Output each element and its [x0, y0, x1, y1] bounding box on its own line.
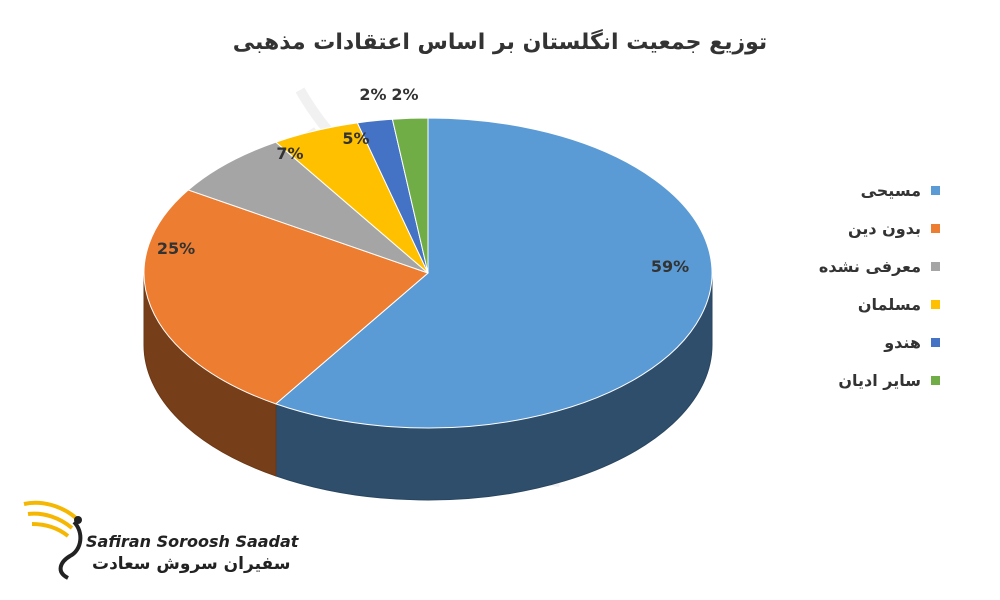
- data-label: 7%: [276, 144, 303, 163]
- swan-logo-icon: [23, 500, 83, 580]
- legend-item: بدون دین: [790, 218, 940, 238]
- legend-item: معرفی نشده: [790, 256, 940, 276]
- chart-title: توزیع جمعیت انگلستان بر اساس اعتقادات مذ…: [232, 30, 768, 55]
- legend-label: بدون دین: [847, 218, 921, 238]
- legend-item: مسلمان: [790, 294, 940, 314]
- data-label: 5%: [342, 129, 369, 148]
- legend-swatch: [931, 185, 940, 195]
- legend-swatch: [931, 299, 940, 309]
- brand-logo: Safiran Soroosh Saadat سفیران سروش سعادت: [20, 492, 300, 584]
- legend-item: سایر ادیان: [790, 370, 940, 390]
- pie-slice: [143, 189, 429, 405]
- legend-swatch: [931, 223, 940, 233]
- brand-name-persian: سفیران سروش سعادت: [92, 554, 291, 574]
- legend-label: سایر ادیان: [838, 370, 921, 390]
- brand-name-latin: Safiran Soroosh Saadat: [86, 532, 299, 551]
- data-label: 25%: [157, 239, 195, 258]
- data-label: 59%: [651, 257, 689, 276]
- chart-legend: مسیحی بدون دین معرفی نشده مسلمان هندو سا…: [790, 180, 940, 408]
- legend-swatch: [931, 337, 940, 347]
- legend-swatch: [931, 375, 940, 385]
- legend-swatch: [931, 261, 940, 271]
- pie-slice: [187, 141, 429, 274]
- data-label: 2%: [359, 85, 386, 104]
- pie-slice: [274, 117, 713, 429]
- legend-item: هندو: [790, 332, 940, 352]
- legend-label: مسلمان: [857, 294, 921, 314]
- legend-item: مسیحی: [790, 180, 940, 200]
- legend-label: معرفی نشده: [818, 256, 921, 276]
- legend-label: مسیحی: [860, 180, 921, 200]
- data-label: 2%: [391, 85, 418, 104]
- pie-slice: [391, 117, 429, 274]
- legend-label: هندو: [884, 332, 921, 352]
